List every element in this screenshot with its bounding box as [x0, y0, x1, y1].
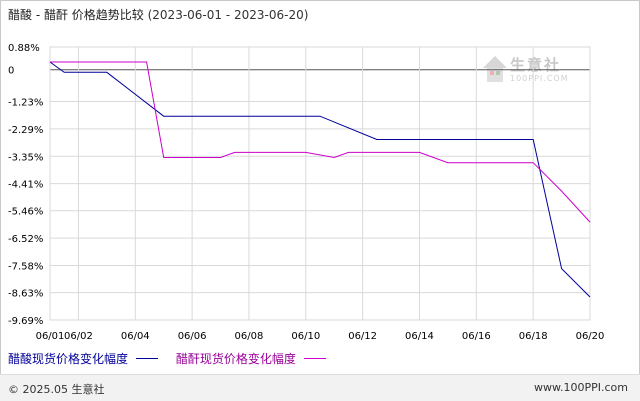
y-tick-label: -4.41% — [8, 180, 43, 191]
line-chart: 0.88% 0 -1.23% -2.29% -3.35% -4.41% -5.46% -6.5… — [8, 43, 605, 342]
footer: © 2025.05 生意社 www.100PPI.com — [0, 374, 640, 401]
x-tick-label: 06/01 — [36, 331, 65, 342]
y-tick-label: -3.35% — [8, 152, 43, 163]
x-tick-label: 06/02 — [64, 331, 93, 342]
y-tick-label: -6.52% — [8, 234, 43, 245]
y-tick-label: -1.23% — [8, 97, 43, 108]
x-tick-label: 06/16 — [462, 331, 491, 342]
x-tick-label: 06/14 — [405, 331, 434, 342]
x-tick-label: 06/12 — [348, 331, 377, 342]
series-line-acetic-acid — [49, 61, 591, 298]
y-tick-label: -8.63% — [8, 289, 43, 300]
y-tick-label: -7.58% — [8, 262, 43, 273]
legend-label: 醋酐现货价格变化幅度 — [175, 352, 296, 366]
legend-swatch — [136, 358, 159, 359]
series-line-acetic-anhydride — [50, 61, 591, 223]
legend: 醋酸现货价格变化幅度 醋酐现货价格变化幅度 — [8, 350, 340, 367]
y-tick-label: 0 — [8, 66, 14, 77]
chart-title-main: 醋酸 - 醋酐 价格趋势比较 — [8, 8, 144, 22]
footer-site-link[interactable]: www.100PPI.com — [534, 381, 628, 394]
legend-swatch — [303, 358, 326, 359]
legend-item-acetic-anhydride: 醋酐现货价格变化幅度 — [176, 350, 326, 367]
x-tick-label: 06/20 — [576, 331, 605, 342]
footer-copyright: © 2025.05 生意社 — [8, 383, 105, 396]
x-tick-label: 06/18 — [519, 331, 548, 342]
x-tick-label: 06/10 — [291, 331, 320, 342]
x-tick-label: 06/04 — [121, 331, 150, 342]
house-icon — [483, 56, 507, 82]
chart-title: 醋酸 - 醋酐 价格趋势比较 (2023-06-01 - 2023-06-20) — [8, 6, 308, 23]
y-tick-label: -9.69% — [8, 316, 43, 327]
legend-label: 醋酸现货价格变化幅度 — [8, 352, 129, 366]
y-tick-label: 0.88% — [8, 43, 40, 54]
chart-title-range: (2023-06-01 - 2023-06-20) — [147, 8, 309, 22]
legend-item-acetic-acid: 醋酸现货价格变化幅度 — [8, 350, 159, 367]
x-tick-label: 06/08 — [235, 331, 264, 342]
x-tick-label: 06/06 — [178, 331, 207, 342]
y-tick-label: -5.46% — [8, 207, 43, 218]
y-tick-label: -2.29% — [8, 125, 43, 136]
watermark-site: 100PPI.COM — [510, 74, 569, 83]
